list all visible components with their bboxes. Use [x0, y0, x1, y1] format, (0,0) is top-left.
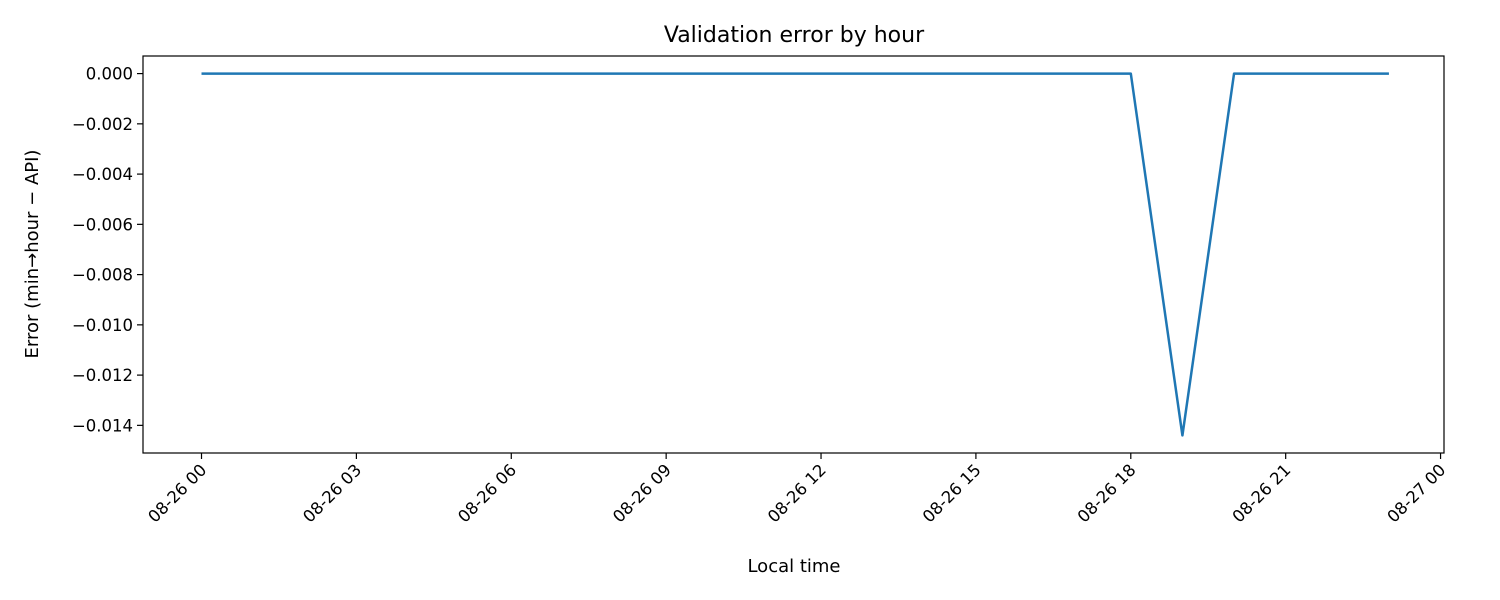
y-tick-label-3: −0.006	[72, 215, 133, 234]
x-tick-label-3: 08-26 09	[609, 460, 675, 526]
plot-frame	[142, 55, 1445, 454]
series-line-0	[201, 72, 1389, 437]
x-tick-label-2: 08-26 06	[454, 460, 520, 526]
plot-area	[142, 55, 1445, 454]
x-tick-label-0: 08-26 00	[144, 460, 210, 526]
y-axis-label: Error (min→hour − API)	[22, 150, 43, 359]
x-tick-label-5: 08-26 15	[919, 460, 985, 526]
series-layer	[201, 72, 1389, 437]
x-axis: 08-26 00 08-26 03 08-26 06 08-26 09 08-26 12…	[144, 453, 1449, 526]
x-axis-label: Local time	[747, 556, 840, 577]
y-tick-label-6: −0.012	[72, 366, 133, 385]
x-tick-label-8: 08-27 00	[1383, 460, 1449, 526]
y-tick-label-1: −0.002	[72, 115, 133, 134]
y-tick-label-7: −0.014	[72, 416, 133, 435]
y-tick-label-0: 0.000	[86, 65, 133, 84]
x-tick-label-1: 08-26 03	[299, 460, 365, 526]
x-tick-label-4: 08-26 12	[764, 460, 830, 526]
y-tick-label-5: −0.010	[72, 316, 133, 335]
x-tick-label-6: 08-26 18	[1074, 460, 1140, 526]
x-tick-label-7: 08-26 21	[1229, 460, 1295, 526]
y-axis: 0.000 −0.002 −0.004 −0.006 −0.008 −0.010 −0.01…	[72, 65, 143, 435]
y-tick-label-4: −0.008	[72, 266, 133, 285]
y-tick-label-2: −0.004	[72, 165, 133, 184]
chart-title: Validation error by hour	[664, 23, 925, 48]
